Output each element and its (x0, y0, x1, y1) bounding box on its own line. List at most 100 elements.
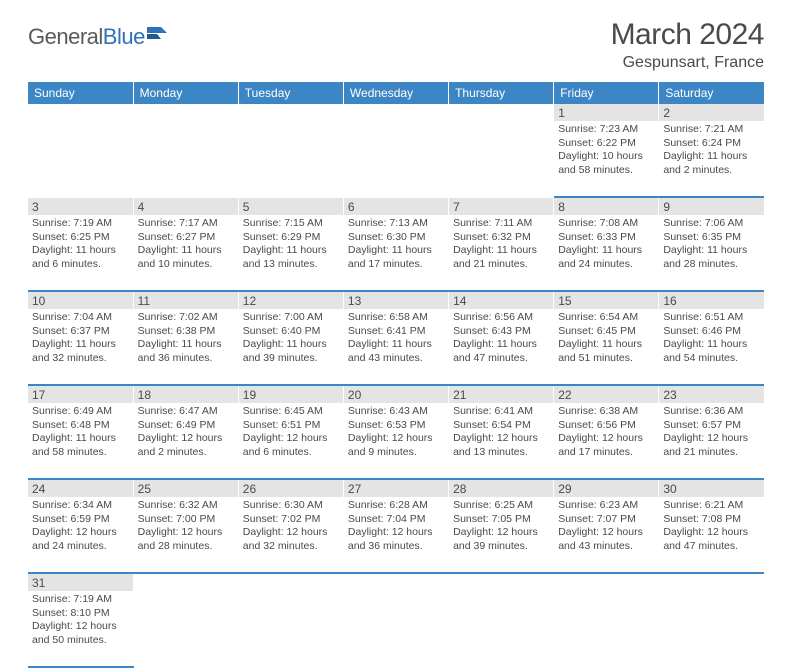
table-row: 31Sunrise: 7:19 AMSunset: 8:10 PMDayligh… (28, 573, 764, 667)
daylight-text: and 36 minutes. (348, 540, 444, 554)
sunset-text: Sunset: 6:25 PM (32, 231, 129, 245)
day-number: 24 (28, 480, 133, 497)
title-block: March 2024 Gespunsart, France (611, 18, 764, 72)
day-cell: 9Sunrise: 7:06 AMSunset: 6:35 PMDaylight… (659, 197, 764, 291)
sunset-text: Sunset: 7:04 PM (348, 513, 444, 527)
daylight-text: and 47 minutes. (663, 540, 760, 554)
day-number: 20 (344, 386, 448, 403)
daylight-text: and 13 minutes. (453, 446, 549, 460)
day-details: Sunrise: 6:43 AMSunset: 6:53 PMDaylight:… (344, 403, 448, 478)
daylight-text: Daylight: 12 hours (663, 432, 760, 446)
day-details: Sunrise: 7:04 AMSunset: 6:37 PMDaylight:… (28, 309, 133, 384)
day-number: 10 (28, 292, 133, 309)
day-number: 17 (28, 386, 133, 403)
day-details: Sunrise: 6:49 AMSunset: 6:48 PMDaylight:… (28, 403, 133, 478)
sunrise-text: Sunrise: 6:58 AM (348, 311, 444, 325)
sunset-text: Sunset: 7:08 PM (663, 513, 760, 527)
daylight-text: and 39 minutes. (243, 352, 339, 366)
day-number: 16 (659, 292, 764, 309)
sunset-text: Sunset: 7:02 PM (243, 513, 339, 527)
sunrise-text: Sunrise: 7:15 AM (243, 217, 339, 231)
day-cell (28, 104, 133, 197)
daylight-text: and 54 minutes. (663, 352, 760, 366)
weekday-header-row: Sunday Monday Tuesday Wednesday Thursday… (28, 82, 764, 104)
daylight-text: and 9 minutes. (348, 446, 444, 460)
day-cell: 21Sunrise: 6:41 AMSunset: 6:54 PMDayligh… (449, 385, 554, 479)
sunrise-text: Sunrise: 7:23 AM (558, 123, 654, 137)
daylight-text: and 10 minutes. (138, 258, 234, 272)
day-cell: 15Sunrise: 6:54 AMSunset: 6:45 PMDayligh… (554, 291, 659, 385)
day-details: Sunrise: 7:23 AMSunset: 6:22 PMDaylight:… (554, 121, 658, 196)
sunset-text: Sunset: 6:33 PM (558, 231, 654, 245)
sunrise-text: Sunrise: 6:49 AM (32, 405, 129, 419)
daylight-text: and 21 minutes. (663, 446, 760, 460)
daylight-text: Daylight: 12 hours (32, 620, 129, 634)
day-cell (659, 573, 764, 667)
weekday-header: Saturday (659, 82, 764, 104)
day-number: 6 (344, 198, 448, 215)
day-details: Sunrise: 7:15 AMSunset: 6:29 PMDaylight:… (239, 215, 343, 290)
sunset-text: Sunset: 6:45 PM (558, 325, 654, 339)
day-number: 22 (554, 386, 658, 403)
day-cell (343, 573, 448, 667)
weekday-header: Sunday (28, 82, 133, 104)
day-details: Sunrise: 7:06 AMSunset: 6:35 PMDaylight:… (659, 215, 764, 290)
day-cell: 14Sunrise: 6:56 AMSunset: 6:43 PMDayligh… (449, 291, 554, 385)
day-number: 5 (239, 198, 343, 215)
daylight-text: Daylight: 11 hours (243, 338, 339, 352)
daylight-text: Daylight: 11 hours (663, 244, 760, 258)
sunrise-text: Sunrise: 7:19 AM (32, 217, 129, 231)
sunrise-text: Sunrise: 7:11 AM (453, 217, 549, 231)
sunrise-text: Sunrise: 6:47 AM (138, 405, 234, 419)
sunset-text: Sunset: 6:48 PM (32, 419, 129, 433)
day-details: Sunrise: 7:21 AMSunset: 6:24 PMDaylight:… (659, 121, 764, 196)
daylight-text: Daylight: 12 hours (663, 526, 760, 540)
sunrise-text: Sunrise: 6:36 AM (663, 405, 760, 419)
day-cell (554, 573, 659, 667)
day-cell (449, 573, 554, 667)
day-number: 27 (344, 480, 448, 497)
sunrise-text: Sunrise: 7:02 AM (138, 311, 234, 325)
sunrise-text: Sunrise: 7:08 AM (558, 217, 654, 231)
sunset-text: Sunset: 6:56 PM (558, 419, 654, 433)
table-row: 24 Sunrise: 6:34 AMSunset: 6:59 PM Dayligh… (28, 479, 764, 573)
daylight-text: and 43 minutes. (558, 540, 654, 554)
daylight-text: and 36 minutes. (138, 352, 234, 366)
day-details: Sunrise: 6:54 AMSunset: 6:45 PMDaylight:… (554, 309, 658, 384)
logo: GeneralBlue (28, 24, 169, 50)
logo-flag-icon (147, 25, 169, 43)
day-details: Sunrise: 6:56 AMSunset: 6:43 PMDaylight:… (449, 309, 553, 384)
header: GeneralBlue March 2024 Gespunsart, Franc… (28, 18, 764, 72)
sunset-text: Sunset: 6:32 PM (453, 231, 549, 245)
logo-text-1: General (28, 24, 103, 50)
calendar-table: Sunday Monday Tuesday Wednesday Thursday… (28, 82, 764, 668)
day-details: Sunrise: 6:21 AMSunset: 7:08 PMDaylight:… (659, 497, 764, 572)
weekday-header: Thursday (449, 82, 554, 104)
daylight-text: Daylight: 11 hours (348, 244, 444, 258)
daylight-text: and 32 minutes. (32, 352, 129, 366)
sunrise-text: Sunrise: 6:34 AM (32, 499, 129, 513)
sunset-text: Sunset: 6:59 PM (32, 513, 129, 527)
day-number: 28 (449, 480, 553, 497)
sunset-text: Sunset: 6:40 PM (243, 325, 339, 339)
day-cell: 7Sunrise: 7:11 AMSunset: 6:32 PMDaylight… (449, 197, 554, 291)
day-cell: 10Sunrise: 7:04 AMSunset: 6:37 PMDayligh… (28, 291, 133, 385)
day-details: Sunrise: 6:32 AMSunset: 7:00 PMDaylight:… (134, 497, 238, 572)
day-number: 18 (134, 386, 238, 403)
sunset-text: Sunset: 6:53 PM (348, 419, 444, 433)
sunset-text: Sunset: 6:27 PM (138, 231, 234, 245)
daylight-text: and 58 minutes. (558, 164, 654, 178)
sunrise-text: Sunrise: 7:00 AM (243, 311, 339, 325)
sunrise-text: Sunrise: 6:41 AM (453, 405, 549, 419)
sunset-text: Sunset: 6:41 PM (348, 325, 444, 339)
daylight-text: and 51 minutes. (558, 352, 654, 366)
day-number: 12 (239, 292, 343, 309)
daylight-text: and 32 minutes. (243, 540, 339, 554)
location-label: Gespunsart, France (611, 54, 764, 72)
day-details: Sunrise: 7:13 AMSunset: 6:30 PMDaylight:… (344, 215, 448, 290)
day-number: 31 (28, 574, 133, 591)
table-row: 3Sunrise: 7:19 AMSunset: 6:25 PMDaylight… (28, 197, 764, 291)
daylight-text: Daylight: 11 hours (558, 338, 654, 352)
daylight-text: Daylight: 11 hours (558, 244, 654, 258)
sunrise-text: Sunrise: 6:56 AM (453, 311, 549, 325)
